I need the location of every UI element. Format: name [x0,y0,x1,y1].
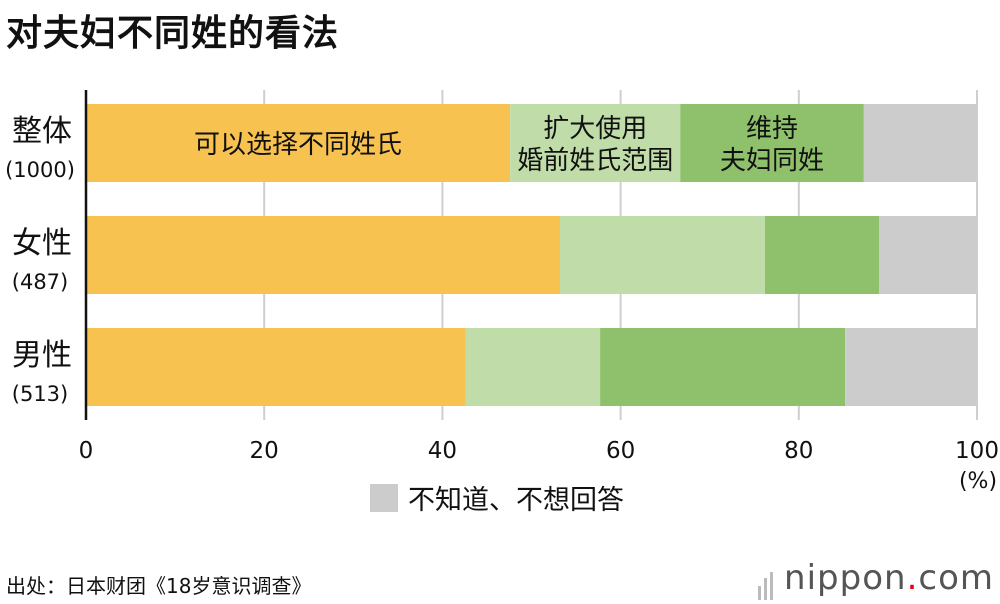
legend: 不知道、不想回答 [370,478,624,517]
category-n-1: (1000) [5,158,75,182]
category-label-1: 整体 [12,114,72,149]
bar-2-segment-2 [560,216,765,294]
series-label-2-line-2: 婚前姓氏范围 [517,146,673,176]
x-tick-label-80: 80 [784,438,813,464]
series-label-3-line-1: 维持 [746,114,798,144]
category-label-3: 男性 [12,338,72,373]
series-label-1: 可以选择不同姓氏 [194,130,402,160]
bar-2-segment-4 [878,216,977,294]
legend-label: 不知道、不想回答 [408,485,624,516]
x-tick-label-100: 100 [955,438,999,464]
x-tick-label-20: 20 [250,438,279,464]
series-label-3-line-2: 夫妇同姓 [720,146,824,176]
chart-title: 对夫妇不同姓的看法 [6,13,340,54]
x-unit-label: (%) [959,469,997,494]
legend-swatch [370,483,398,512]
x-tick-label-60: 60 [606,438,635,464]
bar-3-segment-3 [600,328,846,406]
bar-2-segment-3 [764,216,879,294]
bar-1-segment-1 [86,104,511,182]
source-note: 出处：日本财团《18岁意识调查》 [6,574,312,598]
x-tick-label-40: 40 [428,438,457,464]
bar-3-segment-2 [465,328,601,406]
x-tick-label-0: 0 [79,438,94,464]
category-n-2: (487) [12,270,68,294]
bar-3-segment-4 [845,328,977,406]
category-n-3: (513) [12,382,68,406]
bar-3-segment-1 [86,328,466,406]
bar-1-segment-2 [510,104,681,182]
series-label-2-line-1: 扩大使用 [543,114,647,144]
nippon-logo: nippon.com [758,558,994,600]
bar-2-segment-1 [86,216,561,294]
logo-bars-icon [758,560,776,600]
bar-1-segment-4 [863,104,977,182]
bar-1-segment-3 [680,104,864,182]
category-label-2: 女性 [12,226,72,261]
